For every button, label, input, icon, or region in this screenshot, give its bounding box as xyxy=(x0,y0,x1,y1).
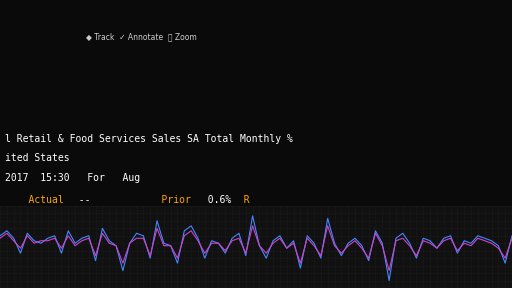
Text: --: -- xyxy=(67,195,90,204)
Text: ited States: ited States xyxy=(5,154,70,163)
Text: R: R xyxy=(232,195,250,204)
Text: Actual: Actual xyxy=(5,195,64,204)
Text: 2017  15:30   For   Aug: 2017 15:30 For Aug xyxy=(5,173,140,183)
Text: 0.6%: 0.6% xyxy=(196,195,231,204)
Text: l Retail & Food Services Sales SA Total Monthly %: l Retail & Food Services Sales SA Total … xyxy=(5,134,293,143)
Text: ◆ Track  ✓ Annotate  🔍 Zoom: ◆ Track ✓ Annotate 🔍 Zoom xyxy=(86,33,197,42)
Text: Prior: Prior xyxy=(91,195,191,204)
